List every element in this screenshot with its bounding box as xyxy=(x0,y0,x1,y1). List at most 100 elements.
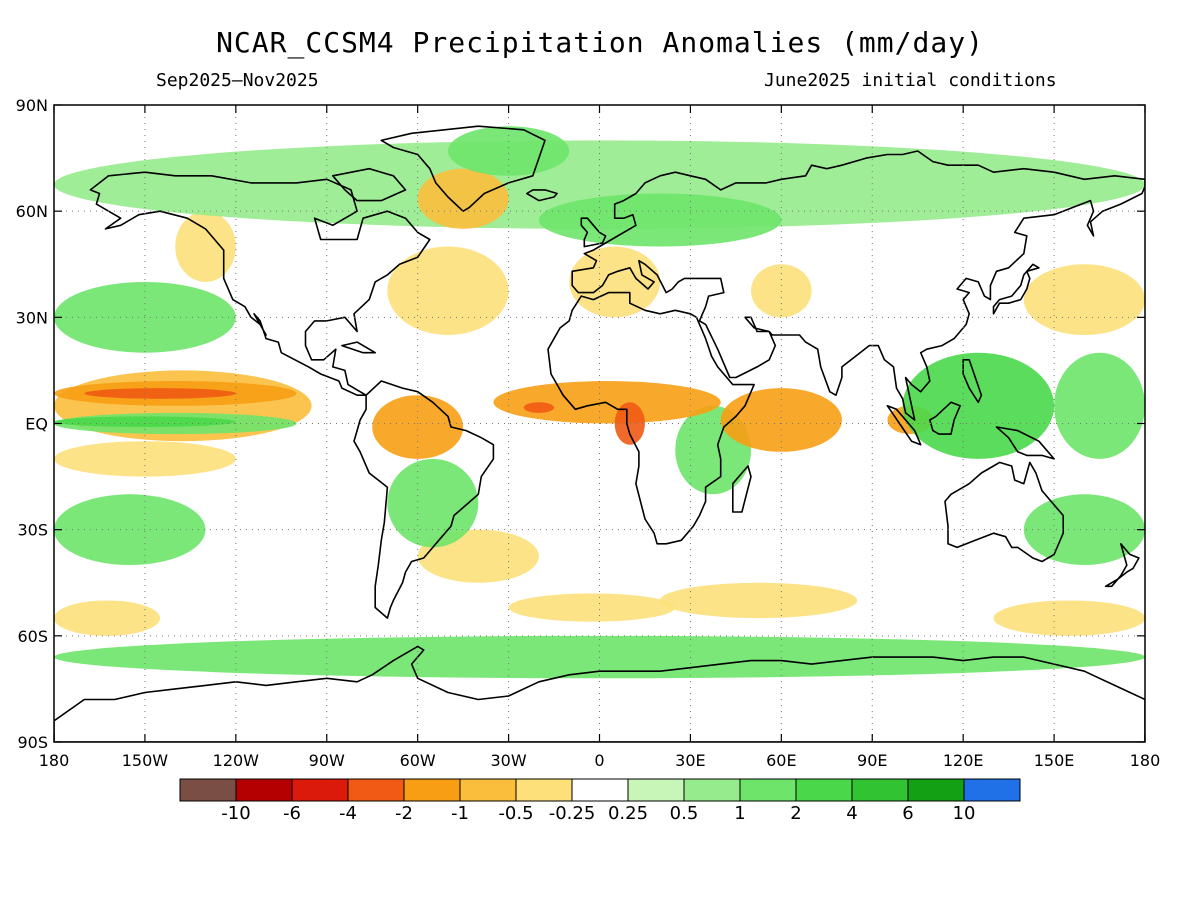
anomaly-region-0 xyxy=(54,441,236,477)
lon-tick-label-9: 90E xyxy=(857,751,887,770)
colorbar-swatch-9 xyxy=(683,778,741,802)
colorbar-label-6: -0.25 xyxy=(549,803,596,824)
colorbar-swatch-5 xyxy=(459,778,517,802)
coastline-borneo xyxy=(928,401,961,435)
colorbar-swatch-11 xyxy=(795,778,853,802)
anomaly-region-8 xyxy=(569,246,661,318)
lon-tick-label-10: 120E xyxy=(943,751,984,770)
anomaly-region-7 xyxy=(387,246,509,336)
lat-tick-label-3: EQ xyxy=(25,415,48,434)
colorbar: -10 -6 -4 -2 -1 -0.5 -0.25 0.25 0.5 1 2 4 6 10 xyxy=(179,778,1021,824)
anomaly-region-23 xyxy=(447,126,570,176)
colorbar-swatch-3 xyxy=(347,778,405,802)
coastlines xyxy=(54,125,1145,742)
coastline-south-america xyxy=(353,380,495,619)
coastline-australia xyxy=(944,461,1064,563)
coastline-north-america xyxy=(89,171,431,397)
lon-tick-label-3: 90W xyxy=(309,751,345,770)
colorbar-label-10: 2 xyxy=(790,803,801,824)
anomaly-region-2 xyxy=(508,593,676,622)
colorbar-label-12: 6 xyxy=(902,803,913,824)
colorbar-swatch-7 xyxy=(571,778,629,802)
anomaly-region-31 xyxy=(84,388,236,399)
lat-tick-label-4: 30S xyxy=(17,521,48,540)
lat-tick-label-1: 60N xyxy=(16,202,48,221)
colorbar-swatch-0 xyxy=(179,778,237,802)
anomaly-region-19 xyxy=(1054,352,1145,459)
colorbar-label-9: 1 xyxy=(734,803,745,824)
anomaly-region-9 xyxy=(751,264,812,318)
page-title: NCAR_CCSM4 Precipitation Anomalies (mm/d… xyxy=(216,26,984,59)
lon-tick-label-7: 30E xyxy=(675,751,705,770)
colorbar-label-1: -6 xyxy=(283,803,301,824)
coastline-africa xyxy=(547,291,755,545)
anomaly-region-25 xyxy=(372,395,464,459)
coastline-iceland xyxy=(525,189,558,202)
coastline-cuba xyxy=(341,341,377,354)
forecast-period: Sep2025–Nov2025 xyxy=(156,70,319,91)
latitude-axis: 90N 60N 30N EQ 30S 60S 90S xyxy=(16,96,1145,752)
coastline-uk xyxy=(580,217,607,248)
colorbar-label-5: -0.5 xyxy=(498,803,533,824)
anomaly-region-5 xyxy=(993,600,1145,636)
lat-tick-label-0: 90N xyxy=(16,96,48,115)
colorbar-label-0: -10 xyxy=(221,803,250,824)
colorbar-label-13: 10 xyxy=(953,803,976,824)
colorbar-label-7: 0.25 xyxy=(608,803,648,824)
anomaly-region-6 xyxy=(175,211,236,282)
coastline-sumatra xyxy=(886,404,922,446)
lon-tick-label-6: 0 xyxy=(594,751,604,770)
anomaly-region-33 xyxy=(614,402,645,445)
anomaly-region-30 xyxy=(902,352,1055,459)
anomaly-region-27 xyxy=(720,388,842,452)
colorbar-swatch-4 xyxy=(403,778,461,802)
anomaly-region-20 xyxy=(1023,494,1145,566)
colorbar-swatch-12 xyxy=(851,778,909,802)
coastline-madagascar xyxy=(731,465,752,513)
coastline-new-zealand xyxy=(1104,542,1140,588)
lat-tick-label-5: 60S xyxy=(17,627,48,646)
anomaly-field xyxy=(54,126,1145,679)
colorbar-label-8: 0.5 xyxy=(670,803,699,824)
initial-conditions: June2025 initial conditions xyxy=(764,70,1057,91)
colorbar-swatch-10 xyxy=(739,778,797,802)
colorbar-swatch-2 xyxy=(291,778,349,802)
coastline-philippines xyxy=(962,358,983,404)
anomaly-region-17 xyxy=(387,458,479,548)
colorbar-label-4: -1 xyxy=(451,803,469,824)
anomaly-region-11 xyxy=(54,140,1145,229)
lon-tick-label-5: 30W xyxy=(490,751,526,770)
anomaly-region-10 xyxy=(1023,264,1145,336)
coastline-eurasia xyxy=(571,150,1145,421)
coastline-greenland xyxy=(380,125,546,212)
anomaly-region-32 xyxy=(523,402,555,413)
colorbar-label-11: 4 xyxy=(846,803,857,824)
anomaly-region-3 xyxy=(660,582,858,619)
colorbar-swatch-13 xyxy=(907,778,965,802)
lon-tick-label-8: 60E xyxy=(766,751,796,770)
coastline-japan xyxy=(992,263,1040,315)
colorbar-swatch-8 xyxy=(627,778,685,802)
lat-tick-label-6: 90S xyxy=(17,733,48,752)
lon-tick-label-0: 180 xyxy=(39,751,70,770)
coastline-baffin xyxy=(331,167,407,202)
longitude-axis: 180 150W 120W 90W 60W 30W 0 30E 60E 90E 120E 150E 18… xyxy=(39,105,1161,770)
colorbar-swatch-6 xyxy=(515,778,573,802)
colorbar-swatch-14 xyxy=(963,778,1021,802)
lon-tick-label-11: 150E xyxy=(1034,751,1075,770)
coastline-antarctica xyxy=(54,645,1145,742)
anomaly-region-29 xyxy=(54,416,236,428)
colorbar-label-3: -2 xyxy=(395,803,413,824)
anomaly-region-15 xyxy=(54,494,206,566)
graticule xyxy=(54,105,1145,742)
coastline-new-guinea xyxy=(995,426,1055,460)
colorbar-label-2: -4 xyxy=(339,803,357,824)
lon-tick-label-4: 60W xyxy=(400,751,436,770)
lon-tick-label-1: 150W xyxy=(122,751,169,770)
lon-tick-label-12: 180 xyxy=(1130,751,1161,770)
anomaly-region-4 xyxy=(54,600,161,636)
lat-tick-label-2: 30N xyxy=(16,308,48,327)
anomaly-region-22 xyxy=(538,193,782,247)
lon-tick-label-2: 120W xyxy=(213,751,260,770)
